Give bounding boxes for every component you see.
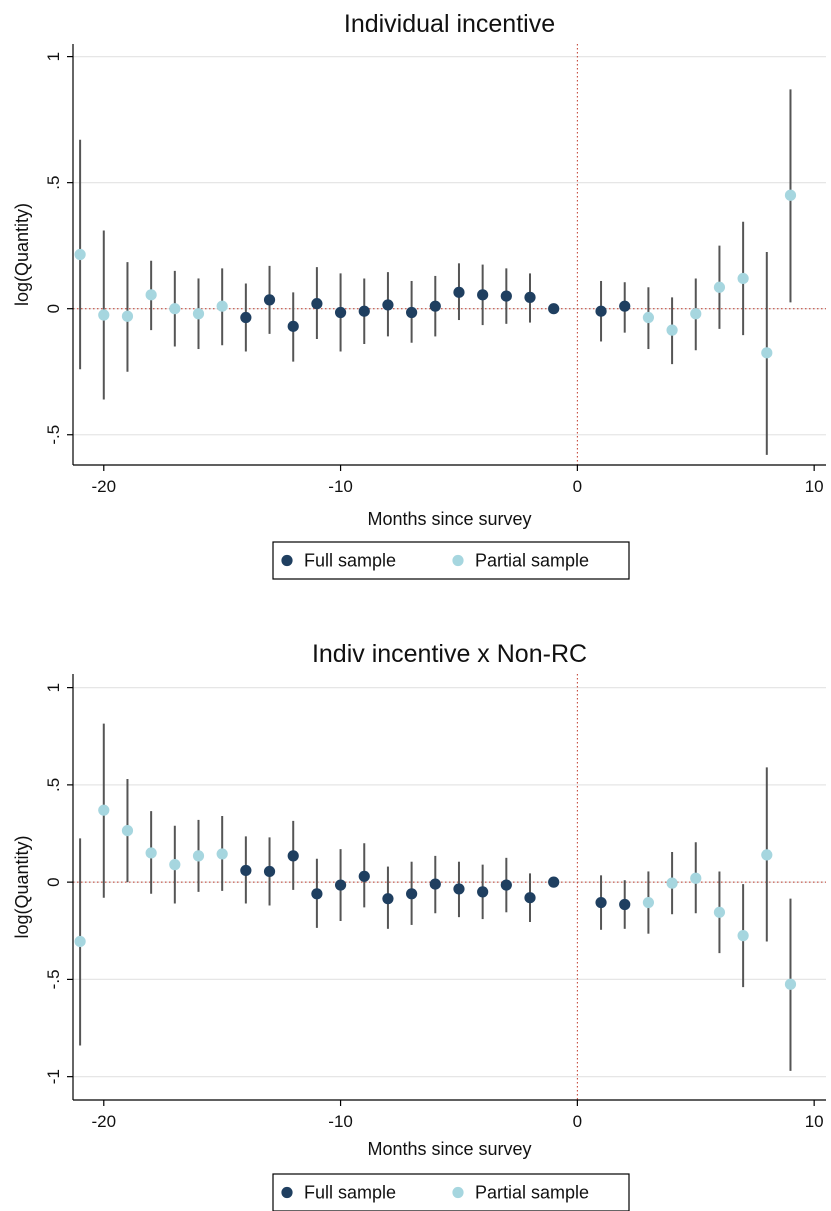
y-tick-label: 1: [44, 683, 63, 692]
data-point-full: [287, 850, 299, 862]
data-point-partial: [216, 848, 228, 860]
data-point-full: [500, 879, 512, 891]
data-point-partial: [690, 308, 702, 320]
data-point-partial: [192, 308, 205, 320]
data-point-full: [524, 892, 536, 904]
x-tick-label: -10: [328, 477, 353, 496]
legend-label-full: Full sample: [304, 551, 396, 571]
legend: Full sample Partial sample: [272, 1173, 630, 1211]
data-point-partial: [666, 877, 678, 889]
y-tick-label: 1: [44, 52, 63, 61]
data-point-partial: [784, 189, 797, 201]
data-point-partial: [98, 804, 110, 816]
data-point-full: [358, 305, 370, 317]
x-tick-label: 10: [805, 1112, 824, 1131]
y-tick-label: 0: [44, 877, 63, 886]
y-tick-label: -.5: [44, 969, 63, 989]
x-tick-label: 0: [573, 477, 582, 496]
chart-panel-2: -1 -.5 0 .5 1 -20 -10 0 10 Indiv incentive x Non-…: [12, 640, 826, 1211]
legend-label-partial: Partial sample: [475, 1183, 589, 1203]
legend-box: [272, 1173, 630, 1211]
x-tick-label: -20: [91, 1112, 116, 1131]
data-point-full: [429, 300, 441, 312]
data-point-full: [619, 898, 631, 911]
legend-marker-full: [281, 1186, 293, 1199]
y-tick-label: -.5: [44, 425, 63, 445]
legend: Full sample Partial sample: [272, 541, 630, 580]
legend-label-partial: Partial sample: [475, 551, 589, 571]
data-point-full: [382, 893, 394, 905]
data-point-full: [263, 865, 276, 878]
data-point-partial: [145, 847, 157, 859]
legend-marker-partial: [452, 1186, 464, 1199]
data-point-full: [311, 888, 323, 900]
data-point-partial: [713, 281, 726, 293]
legend-box: [272, 541, 630, 580]
x-tick-label: -20: [91, 477, 116, 496]
data-point-partial: [690, 872, 702, 884]
y-axis-label: log(Quantity): [12, 835, 32, 938]
data-point-full: [524, 291, 536, 303]
data-point-full: [595, 896, 607, 909]
data-point-full: [263, 294, 276, 306]
data-point-partial: [145, 289, 157, 301]
data-point-partial: [74, 248, 86, 261]
data-point-full: [548, 303, 560, 315]
data-point-partial: [761, 849, 773, 861]
data-point-partial: [98, 309, 110, 321]
data-point-partial: [737, 930, 749, 942]
data-point-full: [358, 870, 370, 882]
data-point-full: [453, 286, 465, 298]
chart-title: Indiv incentive x Non-RC: [312, 640, 587, 668]
data-point-full: [500, 290, 512, 302]
data-point-full: [595, 305, 607, 317]
data-point-partial: [642, 896, 655, 909]
chart-panel-1: -.5 0 .5 1 -20 -10 0 10 Individual incentive Mont…: [12, 10, 826, 580]
data-point-partial: [761, 347, 773, 359]
x-axis-label: Months since survey: [367, 1139, 531, 1159]
data-point-full: [477, 886, 489, 898]
data-point-partial: [216, 300, 228, 312]
data-point-full: [406, 306, 418, 319]
legend-marker-partial: [452, 554, 464, 567]
x-tick-label: 0: [573, 1112, 582, 1131]
data-point-full: [548, 876, 560, 888]
y-axis-label: log(Quantity): [12, 203, 32, 306]
data-point-partial: [784, 978, 797, 990]
data-point-partial: [192, 850, 205, 862]
data-point-partial: [713, 906, 726, 918]
data-point-full: [382, 299, 394, 311]
data-point-full: [240, 311, 252, 324]
data-point-partial: [169, 303, 181, 315]
data-point-partial: [642, 311, 655, 324]
data-point-partial: [666, 324, 678, 336]
x-tick-label: -10: [328, 1112, 353, 1131]
data-point-full: [477, 289, 489, 301]
legend-label-full: Full sample: [304, 1183, 396, 1203]
data-point-partial: [121, 310, 134, 322]
y-tick-label: .5: [44, 176, 63, 190]
data-point-full: [287, 320, 299, 332]
y-tick-label: .5: [44, 778, 63, 792]
data-point-full: [453, 883, 465, 895]
data-point-full: [429, 878, 441, 890]
data-point-partial: [169, 859, 181, 871]
chart-title: Individual incentive: [344, 10, 555, 38]
legend-marker-full: [281, 554, 293, 567]
data-point-full: [406, 888, 418, 900]
x-axis-label: Months since survey: [367, 509, 531, 529]
y-tick-label: -1: [44, 1069, 63, 1084]
data-point-full: [334, 306, 347, 319]
data-point-full: [334, 879, 347, 891]
y-tick-label: 0: [44, 304, 63, 313]
data-point-full: [311, 298, 323, 310]
data-point-partial: [737, 272, 749, 285]
data-point-full: [240, 864, 252, 877]
data-point-partial: [74, 935, 86, 948]
data-point-full: [619, 300, 631, 312]
data-point-partial: [121, 824, 134, 837]
x-tick-label: 10: [805, 477, 824, 496]
